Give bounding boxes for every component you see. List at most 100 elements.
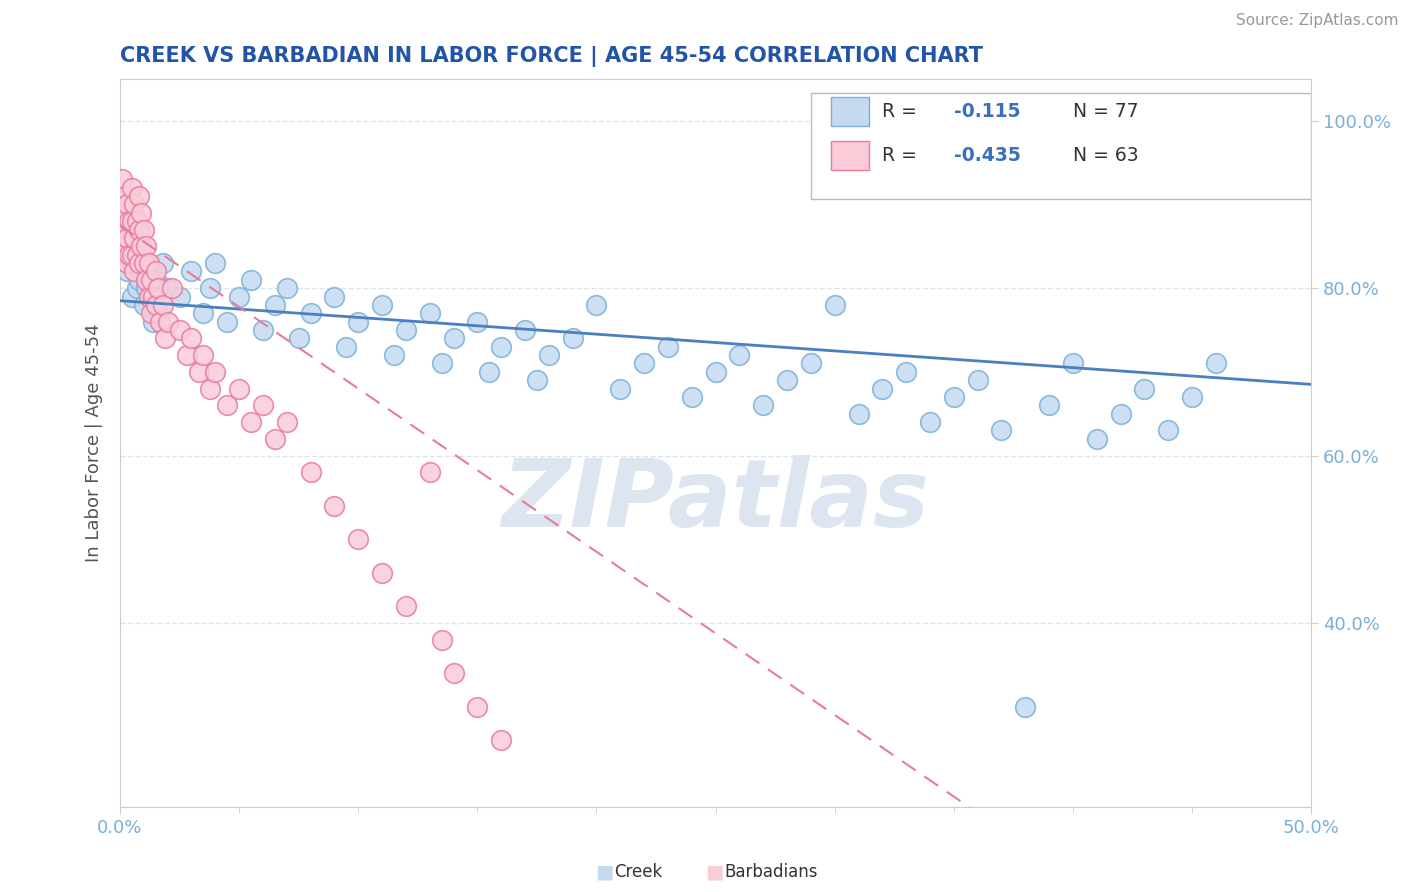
Point [169,289,191,303]
Point [1062,356,1084,370]
Text: ■: ■ [704,863,724,882]
Point [335,340,357,354]
Point [585,298,607,312]
Point [537,348,560,362]
Point [162,281,184,295]
Point [1085,432,1108,446]
Point [513,323,536,337]
Point [942,390,965,404]
Point [204,365,226,379]
Point [371,566,394,580]
Point [145,273,167,287]
Point [193,348,215,362]
Text: R =: R = [883,146,924,165]
Point [128,273,150,287]
Point [1133,382,1156,396]
Point [121,214,143,228]
Point [561,331,583,345]
Point [122,231,145,245]
Point [149,315,172,329]
Point [824,298,846,312]
Point [276,415,298,429]
Point [1014,699,1036,714]
Text: CREEK VS BARBADIAN IN LABOR FORCE | AGE 45-54 CORRELATION CHART: CREEK VS BARBADIAN IN LABOR FORCE | AGE … [120,46,983,67]
Point [131,247,153,261]
Point [489,340,512,354]
Point [132,222,155,236]
Point [139,273,162,287]
Point [776,373,799,387]
Text: N = 63: N = 63 [1073,146,1139,165]
Point [276,281,298,295]
Point [240,273,263,287]
Point [115,264,138,278]
Point [121,247,143,261]
Text: Creek: Creek [614,863,662,881]
Point [187,365,209,379]
Point [1205,356,1227,370]
Point [115,197,138,211]
Point [169,323,191,337]
Point [145,264,167,278]
FancyBboxPatch shape [831,141,869,169]
Point [1157,424,1180,438]
Text: R =: R = [883,103,924,121]
Point [299,306,322,320]
Point [111,206,134,220]
Point [111,172,134,186]
Point [138,256,160,270]
Point [180,331,202,345]
Text: Source: ZipAtlas.com: Source: ZipAtlas.com [1236,13,1399,29]
Point [323,289,346,303]
Point [121,289,143,303]
Point [252,323,274,337]
Point [217,398,239,412]
Point [752,398,775,412]
Point [156,281,179,295]
Point [526,373,548,387]
Point [155,331,177,345]
Point [131,239,153,253]
Point [443,331,465,345]
Text: Barbadians: Barbadians [724,863,818,881]
Point [138,256,160,270]
Point [142,315,165,329]
Point [419,306,441,320]
Point [118,214,141,228]
Point [872,382,894,396]
Point [114,189,136,203]
Point [118,247,141,261]
Point [287,331,309,345]
Point [121,180,143,194]
Point [252,398,274,412]
Point [125,239,148,253]
Point [152,256,174,270]
Point [896,365,918,379]
Point [138,289,160,303]
Point [146,281,169,295]
Point [489,733,512,747]
Point [990,424,1012,438]
FancyBboxPatch shape [831,97,869,126]
Point [347,315,370,329]
Point [200,281,222,295]
Point [115,231,138,245]
Point [728,348,751,362]
Point [142,289,165,303]
Text: -0.115: -0.115 [953,103,1021,121]
Point [114,239,136,253]
Point [918,415,941,429]
Text: ■: ■ [595,863,614,882]
Point [1109,407,1132,421]
Point [122,264,145,278]
Point [443,666,465,681]
Point [135,281,157,295]
Point [139,289,162,303]
Point [419,465,441,479]
Point [966,373,988,387]
Point [125,214,148,228]
Text: -0.435: -0.435 [953,146,1021,165]
Point [228,382,250,396]
Point [217,315,239,329]
Point [122,256,145,270]
